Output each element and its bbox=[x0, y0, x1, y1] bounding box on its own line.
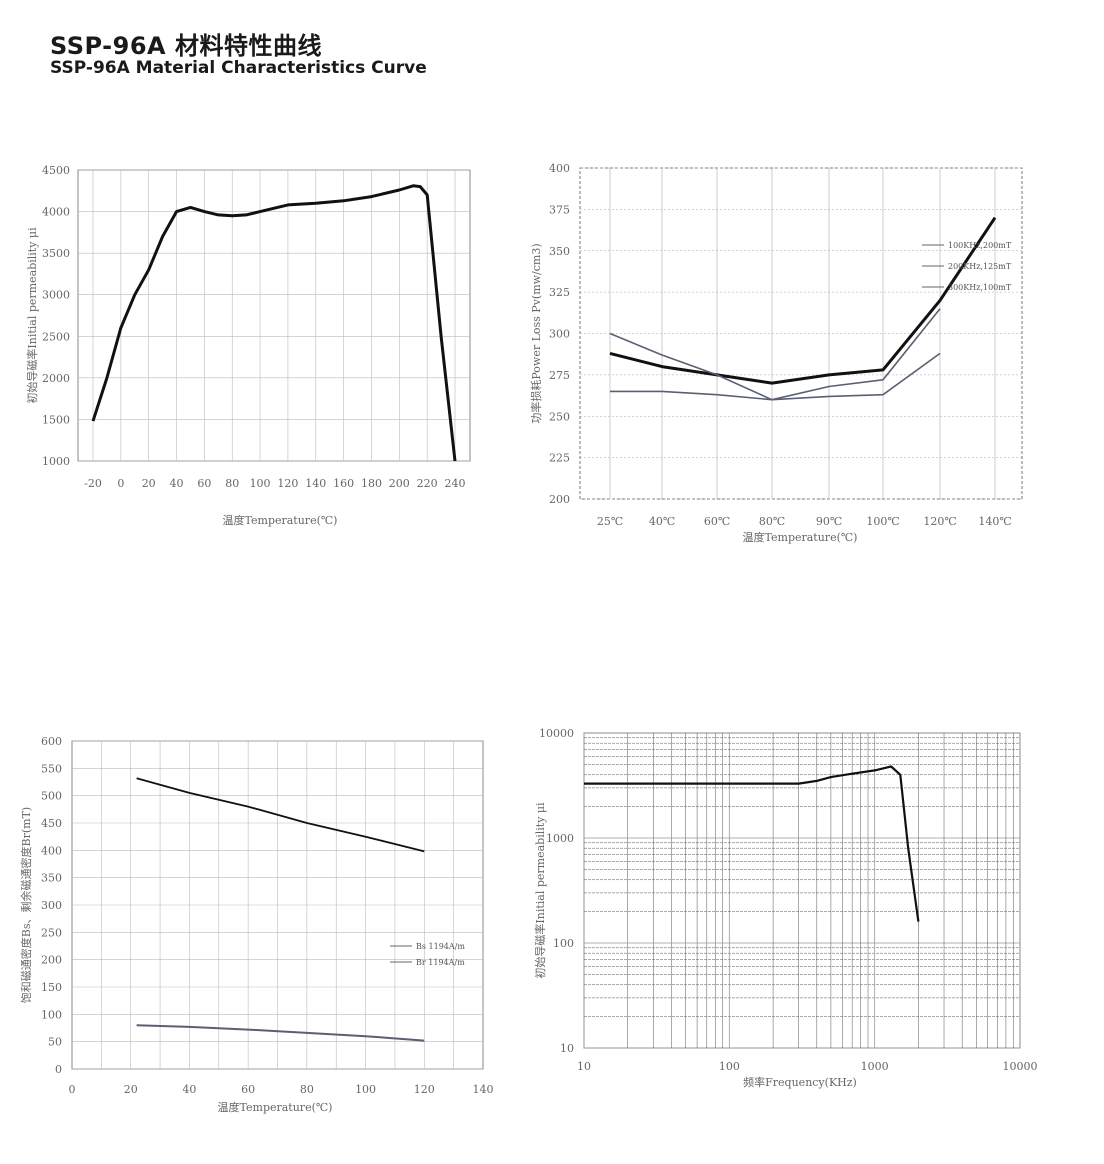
chart2-ytick-label: 350 bbox=[549, 245, 570, 258]
chart4-xtick-label: 10000 bbox=[1003, 1060, 1038, 1073]
chart2-xtick-label: 40℃ bbox=[649, 515, 675, 528]
chart4-xtick-label: 1000 bbox=[861, 1060, 889, 1073]
chart2-xaxis-label: 温度Temperature(℃) bbox=[743, 530, 858, 544]
chart1-xtick-label: 200 bbox=[389, 477, 410, 490]
chart3-xtick-label: 100 bbox=[355, 1083, 376, 1096]
chart1-xtick-label: 180 bbox=[361, 477, 382, 490]
chart4-yaxis-label: 初始导磁率Initial permeability μi bbox=[533, 802, 547, 979]
chart1-xtick-label: 120 bbox=[277, 477, 298, 490]
page-title-cn: SSP-96A 材料特性曲线 bbox=[50, 32, 322, 60]
chart3-ytick-label: 350 bbox=[41, 872, 62, 885]
chart1-xtick-label: 80 bbox=[225, 477, 239, 490]
chart1-xtick-label: 100 bbox=[250, 477, 271, 490]
chart1-xtick-label: 160 bbox=[333, 477, 354, 490]
chart3-ytick-label: 500 bbox=[41, 790, 62, 803]
chart4-xaxis-label: 频率Frequency(KHz) bbox=[743, 1075, 857, 1089]
chart2-ytick-label: 275 bbox=[549, 369, 570, 382]
chart2-xtick-label: 90℃ bbox=[816, 515, 842, 528]
chart3-legend-label: Br 1194A/m bbox=[416, 958, 465, 967]
chart3-ytick-label: 150 bbox=[41, 981, 62, 994]
chart2-ytick-label: 300 bbox=[549, 328, 570, 341]
chart2-ytick-label: 225 bbox=[549, 452, 570, 465]
chart3-ytick-label: 600 bbox=[41, 735, 62, 748]
chart1-ytick-label: 1000 bbox=[42, 455, 70, 468]
chart1-xtick-label: 220 bbox=[417, 477, 438, 490]
chart4-frame bbox=[583, 732, 1021, 1049]
chart1-ytick-label: 4500 bbox=[42, 164, 70, 177]
chart3-ytick-label: 100 bbox=[41, 1008, 62, 1021]
chart4-xtick-label: 10 bbox=[577, 1060, 591, 1073]
chart3-legend-label: Bs 1194A/m bbox=[416, 942, 465, 951]
chart2-legend-label: 100KHz,200mT bbox=[948, 241, 1012, 250]
chart3-xtick-label: 80 bbox=[300, 1083, 314, 1096]
chart4-series-line bbox=[584, 765, 920, 922]
chart2-ytick-label: 200 bbox=[549, 493, 570, 506]
chart3-yaxis-label: 饱和磁通密度Bs、剩余磁通密度Br(mT) bbox=[19, 807, 33, 1003]
chart2-xtick-label: 25℃ bbox=[597, 515, 623, 528]
chart2-ytick-label: 325 bbox=[549, 286, 570, 299]
chart2-xtick-label: 120℃ bbox=[923, 515, 956, 528]
chart2-legend-label: 200KHz,125mT bbox=[948, 262, 1012, 271]
chart1-ytick-label: 3000 bbox=[42, 289, 70, 302]
chart3-series-line bbox=[136, 1024, 425, 1042]
chart2-yaxis-label: 功率损耗Power Loss Pv(mw/cm3) bbox=[529, 243, 543, 423]
chart1-frame bbox=[77, 169, 471, 462]
chart4-ytick-label: 1000 bbox=[546, 832, 574, 845]
chart1-ytick-label: 2500 bbox=[42, 330, 70, 343]
chart4-ytick-label: 10000 bbox=[539, 727, 574, 740]
chart4-xtick-label: 100 bbox=[719, 1060, 740, 1073]
chart3-ytick-label: 550 bbox=[41, 762, 62, 775]
chart3-xtick-label: 40 bbox=[182, 1083, 196, 1096]
chart1-xtick-label: 140 bbox=[305, 477, 326, 490]
chart4-ytick-label: 10 bbox=[560, 1042, 574, 1055]
chart2-legend-label: 300KHz,100mT bbox=[948, 283, 1012, 292]
chart3-ytick-label: 300 bbox=[41, 899, 62, 912]
chart1-series-line bbox=[91, 184, 457, 462]
chart3-ytick-label: 250 bbox=[41, 926, 62, 939]
page-title-en: SSP-96A Material Characteristics Curve bbox=[50, 58, 427, 78]
chart1-ytick-label: 4000 bbox=[42, 206, 70, 219]
chart1-xtick-label: 20 bbox=[142, 477, 156, 490]
chart1-xtick-label: 0 bbox=[117, 477, 124, 490]
chart3-series-line bbox=[136, 777, 425, 853]
chart2-series-line bbox=[609, 308, 941, 401]
chart1-xaxis-label: 温度Temperature(℃) bbox=[223, 513, 338, 527]
chart2-xtick-label: 60℃ bbox=[704, 515, 730, 528]
chart3-ytick-label: 50 bbox=[48, 1036, 62, 1049]
chart1-xtick-label: 60 bbox=[197, 477, 211, 490]
chart3-ytick-label: 200 bbox=[41, 954, 62, 967]
chart2-ytick-label: 375 bbox=[549, 203, 570, 216]
chart3-xtick-label: 60 bbox=[241, 1083, 255, 1096]
chart3-xtick-label: 20 bbox=[124, 1083, 138, 1096]
chart2-ytick-label: 250 bbox=[549, 410, 570, 423]
chart1-xtick-label: 40 bbox=[170, 477, 184, 490]
chart1-xtick-label: 240 bbox=[445, 477, 466, 490]
chart2-xtick-label: 140℃ bbox=[978, 515, 1011, 528]
chart3-xtick-label: 0 bbox=[69, 1083, 76, 1096]
chart4-ytick-label: 100 bbox=[553, 937, 574, 950]
chart2-ytick-label: 400 bbox=[549, 162, 570, 175]
chart1-ytick-label: 2000 bbox=[42, 372, 70, 385]
chart2-xtick-label: 80℃ bbox=[759, 515, 785, 528]
chart1-ytick-label: 3500 bbox=[42, 247, 70, 260]
chart1-yaxis-label: 初始导磁率Initial permeability μi bbox=[25, 227, 39, 404]
chart3-xaxis-label: 温度Temperature(℃) bbox=[218, 1100, 333, 1114]
chart3-ytick-label: 400 bbox=[41, 844, 62, 857]
chart1-xtick-label: -20 bbox=[84, 477, 102, 490]
chart3-xtick-label: 120 bbox=[414, 1083, 435, 1096]
chart1-ytick-label: 1500 bbox=[42, 413, 70, 426]
chart3-xtick-label: 140 bbox=[473, 1083, 494, 1096]
chart2-xtick-label: 100℃ bbox=[866, 515, 899, 528]
chart3-ytick-label: 450 bbox=[41, 817, 62, 830]
chart2-series-line bbox=[609, 216, 997, 385]
chart3-ytick-label: 0 bbox=[55, 1063, 62, 1076]
